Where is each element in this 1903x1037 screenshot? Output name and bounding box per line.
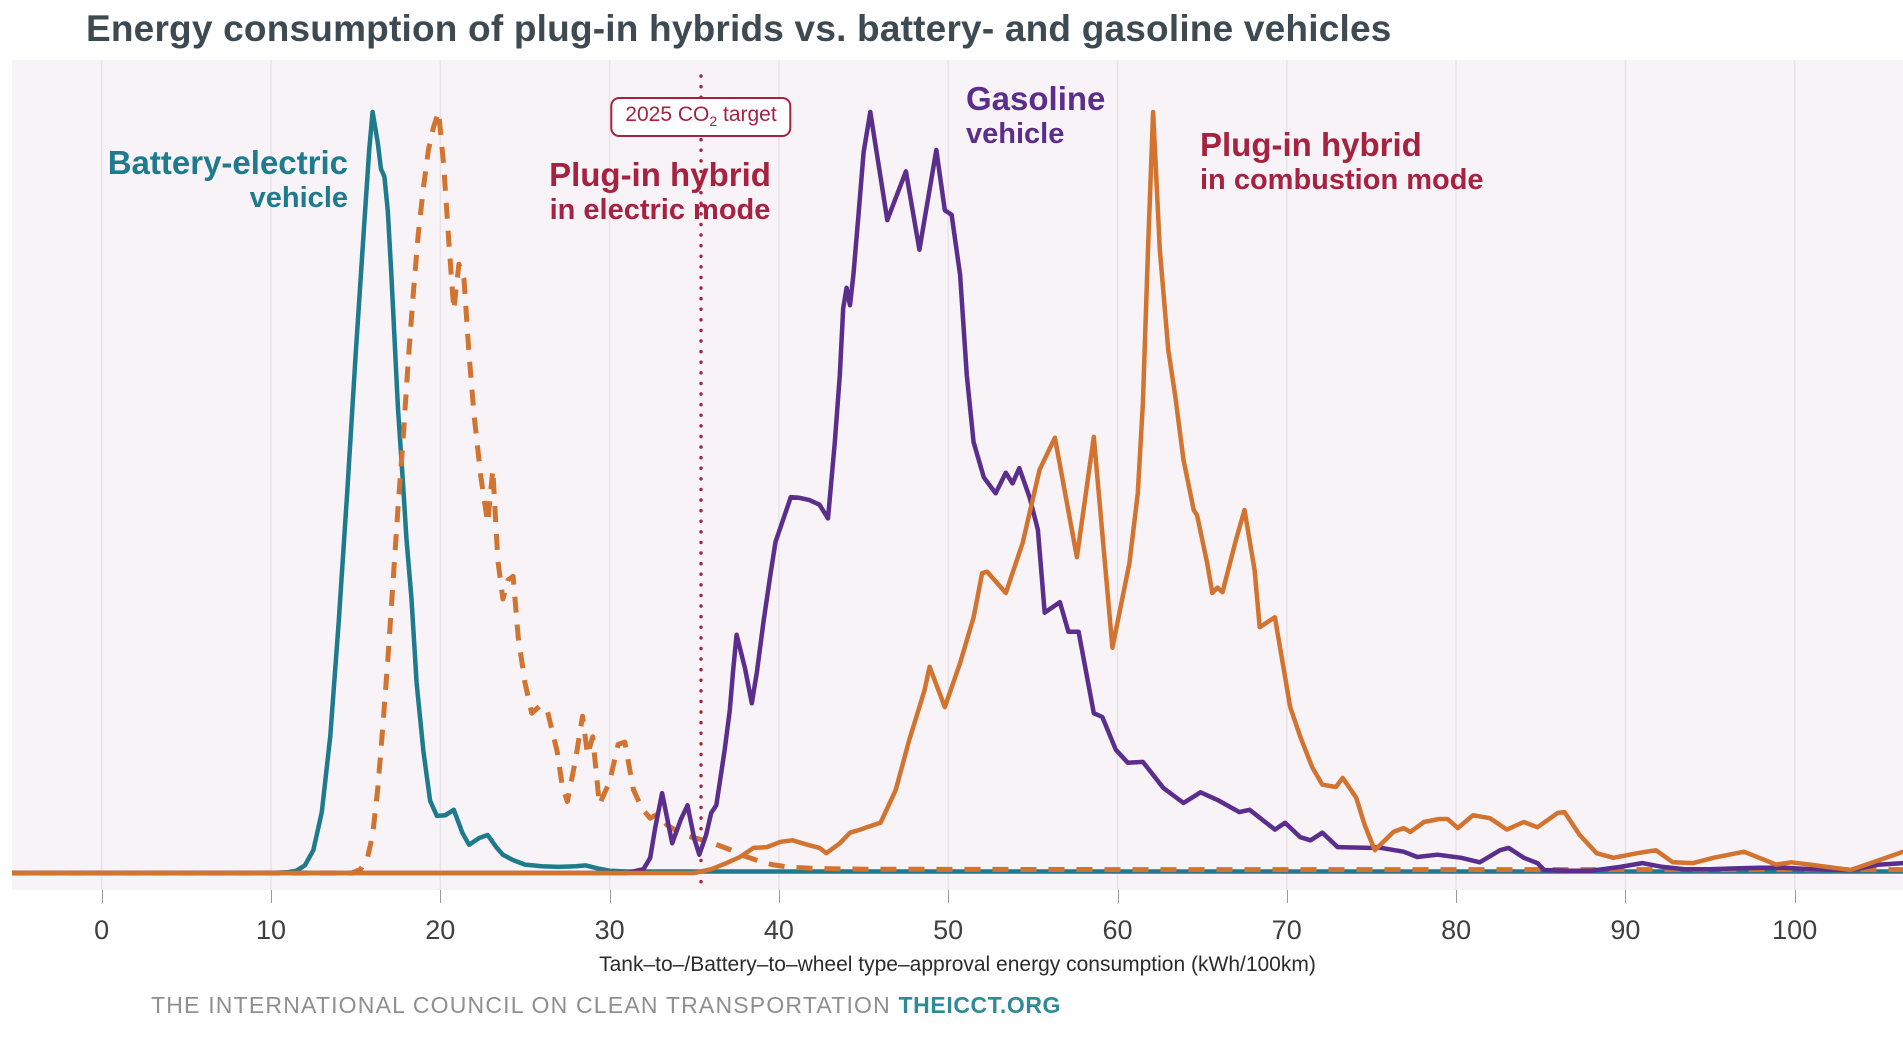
footer: THE INTERNATIONAL COUNCIL ON CLEAN TRANS… xyxy=(151,992,1061,1019)
footer-text: THE INTERNATIONAL COUNCIL ON CLEAN TRANS… xyxy=(151,992,899,1018)
density-chart xyxy=(12,60,1903,890)
label-phev-electric: Plug-in hybrid in electric mode xyxy=(505,156,815,227)
x-tick-mark xyxy=(440,890,442,903)
x-tick-label: 60 xyxy=(1102,915,1133,945)
x-tick-mark xyxy=(1625,890,1627,903)
x-tick-label: 100 xyxy=(1772,915,1818,945)
x-tick-mark xyxy=(271,890,272,903)
label-phev-electric-line1: Plug-in hybrid xyxy=(549,156,771,193)
label-phev-combustion-line2: in combustion mode xyxy=(1200,163,1484,196)
x-tick-mark xyxy=(1117,890,1119,903)
page-title: Energy consumption of plug-in hybrids vs… xyxy=(86,8,1392,49)
x-tick-label: 40 xyxy=(763,915,794,945)
series-bev xyxy=(12,109,1903,876)
label-battery-electric-line2: vehicle xyxy=(249,181,348,214)
series-phev-combustion xyxy=(12,109,1903,876)
co2-target-label-prefix: 2025 CO xyxy=(625,103,710,126)
x-tick-mark xyxy=(609,890,611,903)
footer-link[interactable]: THEICCT.ORG xyxy=(898,992,1062,1018)
x-tick-label: 90 xyxy=(1610,915,1641,945)
x-tick-label: 70 xyxy=(1271,915,1302,945)
x-tick-mark xyxy=(101,890,103,903)
label-gasoline-line1: Gasoline xyxy=(966,80,1106,117)
x-tick-mark xyxy=(948,890,950,903)
x-tick-label: 10 xyxy=(255,915,287,945)
x-tick-mark xyxy=(778,890,780,903)
x-tick-label: 80 xyxy=(1441,915,1472,945)
co2-target-label-sub: 2 xyxy=(709,113,718,130)
co2-target-label: 2025 CO2 target xyxy=(610,97,792,138)
series-gasoline xyxy=(12,109,1903,876)
x-tick-label: 50 xyxy=(933,915,964,945)
x-tick-label: 20 xyxy=(425,915,456,945)
x-tick-label: 0 xyxy=(94,915,110,945)
x-tick-mark xyxy=(1456,890,1458,903)
co2-target-label-suffix: target xyxy=(717,103,777,126)
label-gasoline-line2: vehicle xyxy=(966,117,1065,150)
x-tick-mark xyxy=(1794,890,1796,903)
series-phev-electric xyxy=(12,109,1903,876)
x-axis-title: Tank–to–/Battery–to–wheel type–approval … xyxy=(599,953,1316,976)
label-phev-electric-line2: in electric mode xyxy=(549,193,771,226)
x-tick-mark xyxy=(1286,890,1288,903)
x-tick-label: 30 xyxy=(594,915,625,945)
label-gasoline: Gasoline vehicle xyxy=(966,80,1105,151)
label-battery-electric: Battery-electric vehicle xyxy=(28,144,348,215)
label-phev-combustion-line1: Plug-in hybrid xyxy=(1200,126,1422,163)
plot-area xyxy=(12,60,1903,890)
label-battery-electric-line1: Battery-electric xyxy=(107,144,348,181)
label-phev-combustion: Plug-in hybrid in combustion mode xyxy=(1200,126,1484,197)
